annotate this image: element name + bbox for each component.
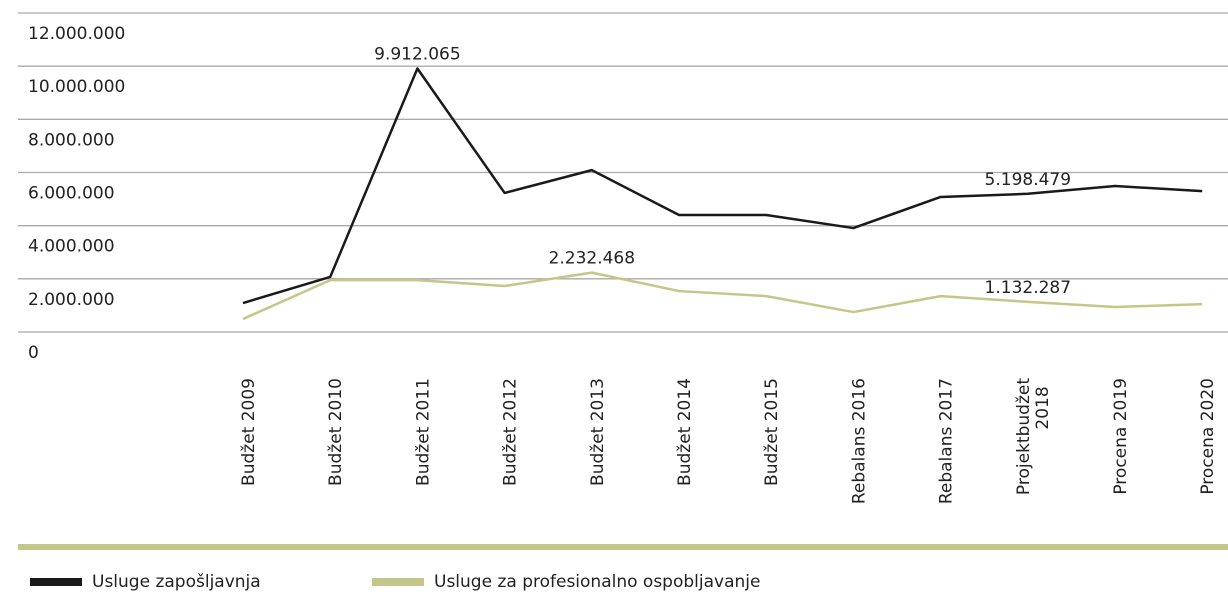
x-tick-label: Procena 2020 [1198,378,1218,495]
data-label: 1.132.287 [985,278,1072,298]
series-line [242,67,1203,305]
y-tick-label: 4.000.000 [28,237,115,257]
data-label: 2.232.468 [549,249,636,269]
x-tick-label: Rebalans 2016 [849,378,869,504]
y-tick-label: 6.000.000 [28,184,115,204]
x-tick-label: Budžet 2012 [501,378,521,486]
y-tick-label: 8.000.000 [28,130,115,150]
x-tick-label: Projektbudžet2018 [1014,378,1053,495]
legend-label: Usluge za profesionalno ospobljavanje [434,572,760,592]
series-line [242,271,1203,321]
legend-swatch [372,578,424,586]
y-tick-label: 10.000.000 [28,77,125,97]
x-tick-label: Procena 2019 [1111,378,1131,495]
y-tick-label: 12.000.000 [28,24,125,44]
x-tick-label: Budžet 2009 [239,378,259,486]
x-tick-label: Budžet 2010 [326,378,346,486]
y-tick-label: 2.000.000 [28,290,115,310]
x-tick-label: Rebalans 2017 [937,378,957,504]
y-tick-label: 0 [28,343,39,363]
x-tick-label: Budžet 2015 [762,378,782,486]
legend-label: Usluge zapošljavnja [92,572,261,592]
data-label: 9.912.065 [374,45,461,65]
data-label: 5.198.479 [985,170,1072,190]
x-tick-label: Budžet 2011 [413,378,433,486]
x-tick-label: Budžet 2014 [675,378,695,486]
legend-swatch [30,578,82,586]
x-tick-label: Budžet 2013 [588,378,608,486]
